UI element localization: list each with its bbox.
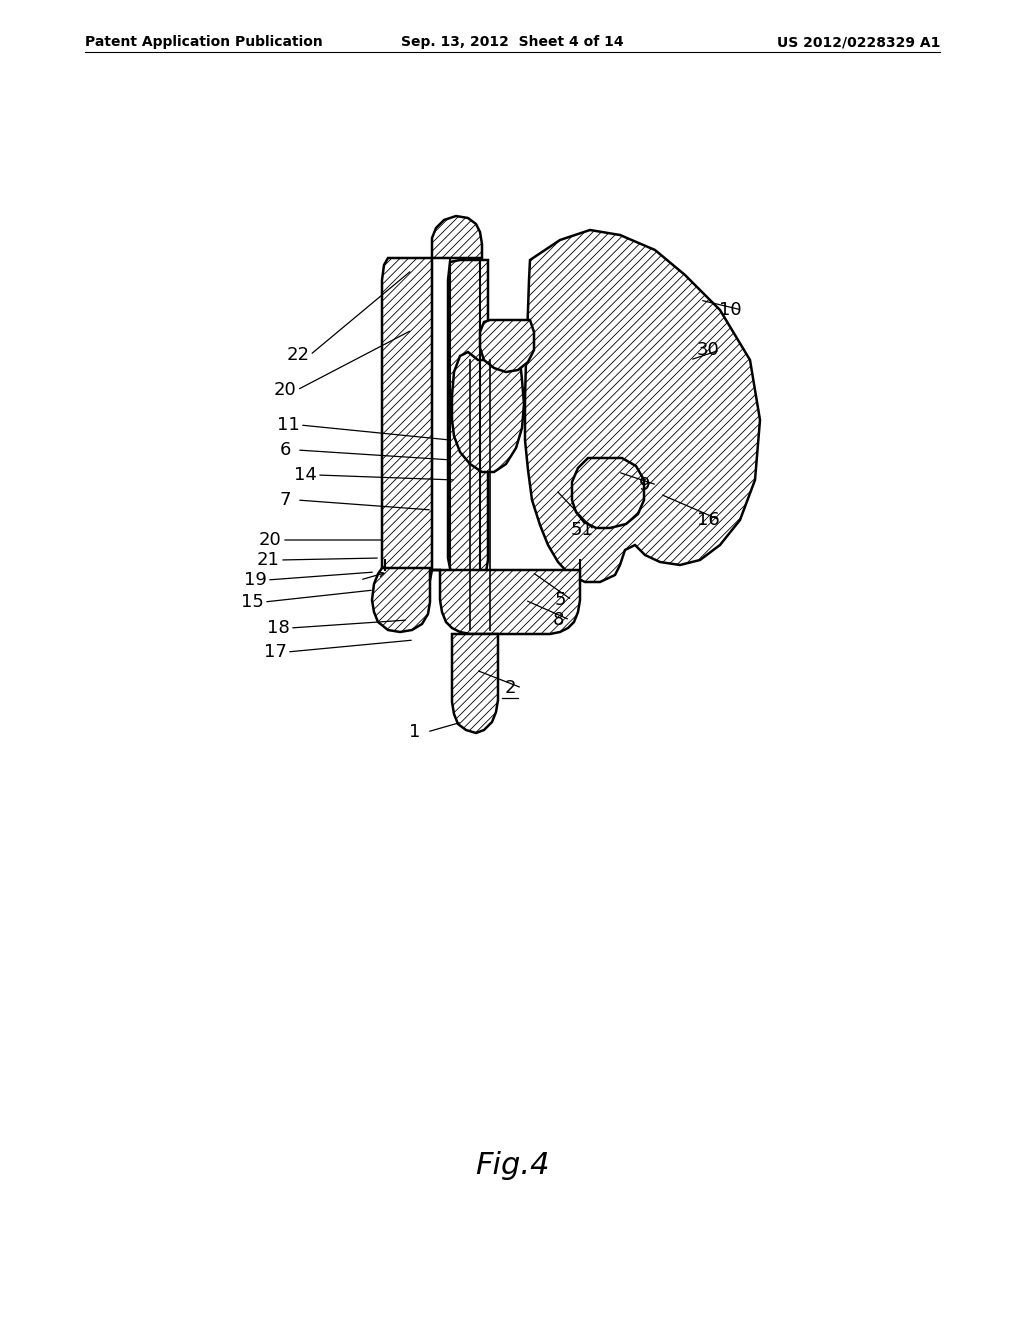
Text: 15: 15 <box>241 593 263 611</box>
Text: 21: 21 <box>257 550 280 569</box>
Polygon shape <box>572 458 644 528</box>
Polygon shape <box>382 257 432 597</box>
Text: 5: 5 <box>554 591 565 609</box>
Polygon shape <box>452 634 498 733</box>
Text: 19: 19 <box>244 572 266 589</box>
Text: Sep. 13, 2012  Sheet 4 of 14: Sep. 13, 2012 Sheet 4 of 14 <box>400 36 624 49</box>
Polygon shape <box>449 260 488 586</box>
Text: 51: 51 <box>570 521 594 539</box>
Text: 6: 6 <box>280 441 291 459</box>
Text: 2: 2 <box>504 678 516 697</box>
Text: 18: 18 <box>266 619 290 638</box>
Text: 7: 7 <box>280 491 291 510</box>
Text: 11: 11 <box>276 416 299 434</box>
Text: 9: 9 <box>639 477 650 494</box>
Polygon shape <box>480 319 534 372</box>
Text: Patent Application Publication: Patent Application Publication <box>85 36 323 49</box>
Text: 22: 22 <box>287 346 309 364</box>
Polygon shape <box>385 570 580 634</box>
Text: 8: 8 <box>552 611 563 630</box>
Polygon shape <box>372 568 430 632</box>
Text: US 2012/0228329 A1: US 2012/0228329 A1 <box>776 36 940 49</box>
Text: 20: 20 <box>259 531 282 549</box>
Polygon shape <box>525 230 760 582</box>
Text: 17: 17 <box>263 643 287 661</box>
Polygon shape <box>452 352 524 473</box>
Text: 16: 16 <box>696 511 720 529</box>
Text: Fig.4: Fig.4 <box>475 1151 549 1180</box>
Text: 10: 10 <box>719 301 741 319</box>
Text: 20: 20 <box>273 381 296 399</box>
Text: 30: 30 <box>696 341 720 359</box>
Polygon shape <box>432 216 482 257</box>
Text: 1: 1 <box>410 723 421 741</box>
Text: 14: 14 <box>294 466 316 484</box>
